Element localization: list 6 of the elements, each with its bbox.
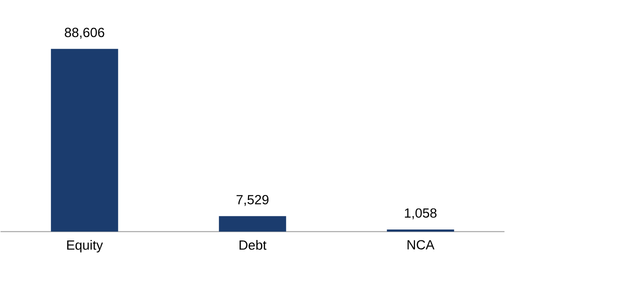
data-label: 88,606 <box>64 28 104 39</box>
x-tick-label: NCA <box>408 240 434 250</box>
data-label: 1,058 <box>404 208 437 220</box>
data-label: 7,529 <box>236 195 268 206</box>
x-tick-label: Equity <box>67 240 103 253</box>
x-tick-label: Debt <box>240 240 266 250</box>
